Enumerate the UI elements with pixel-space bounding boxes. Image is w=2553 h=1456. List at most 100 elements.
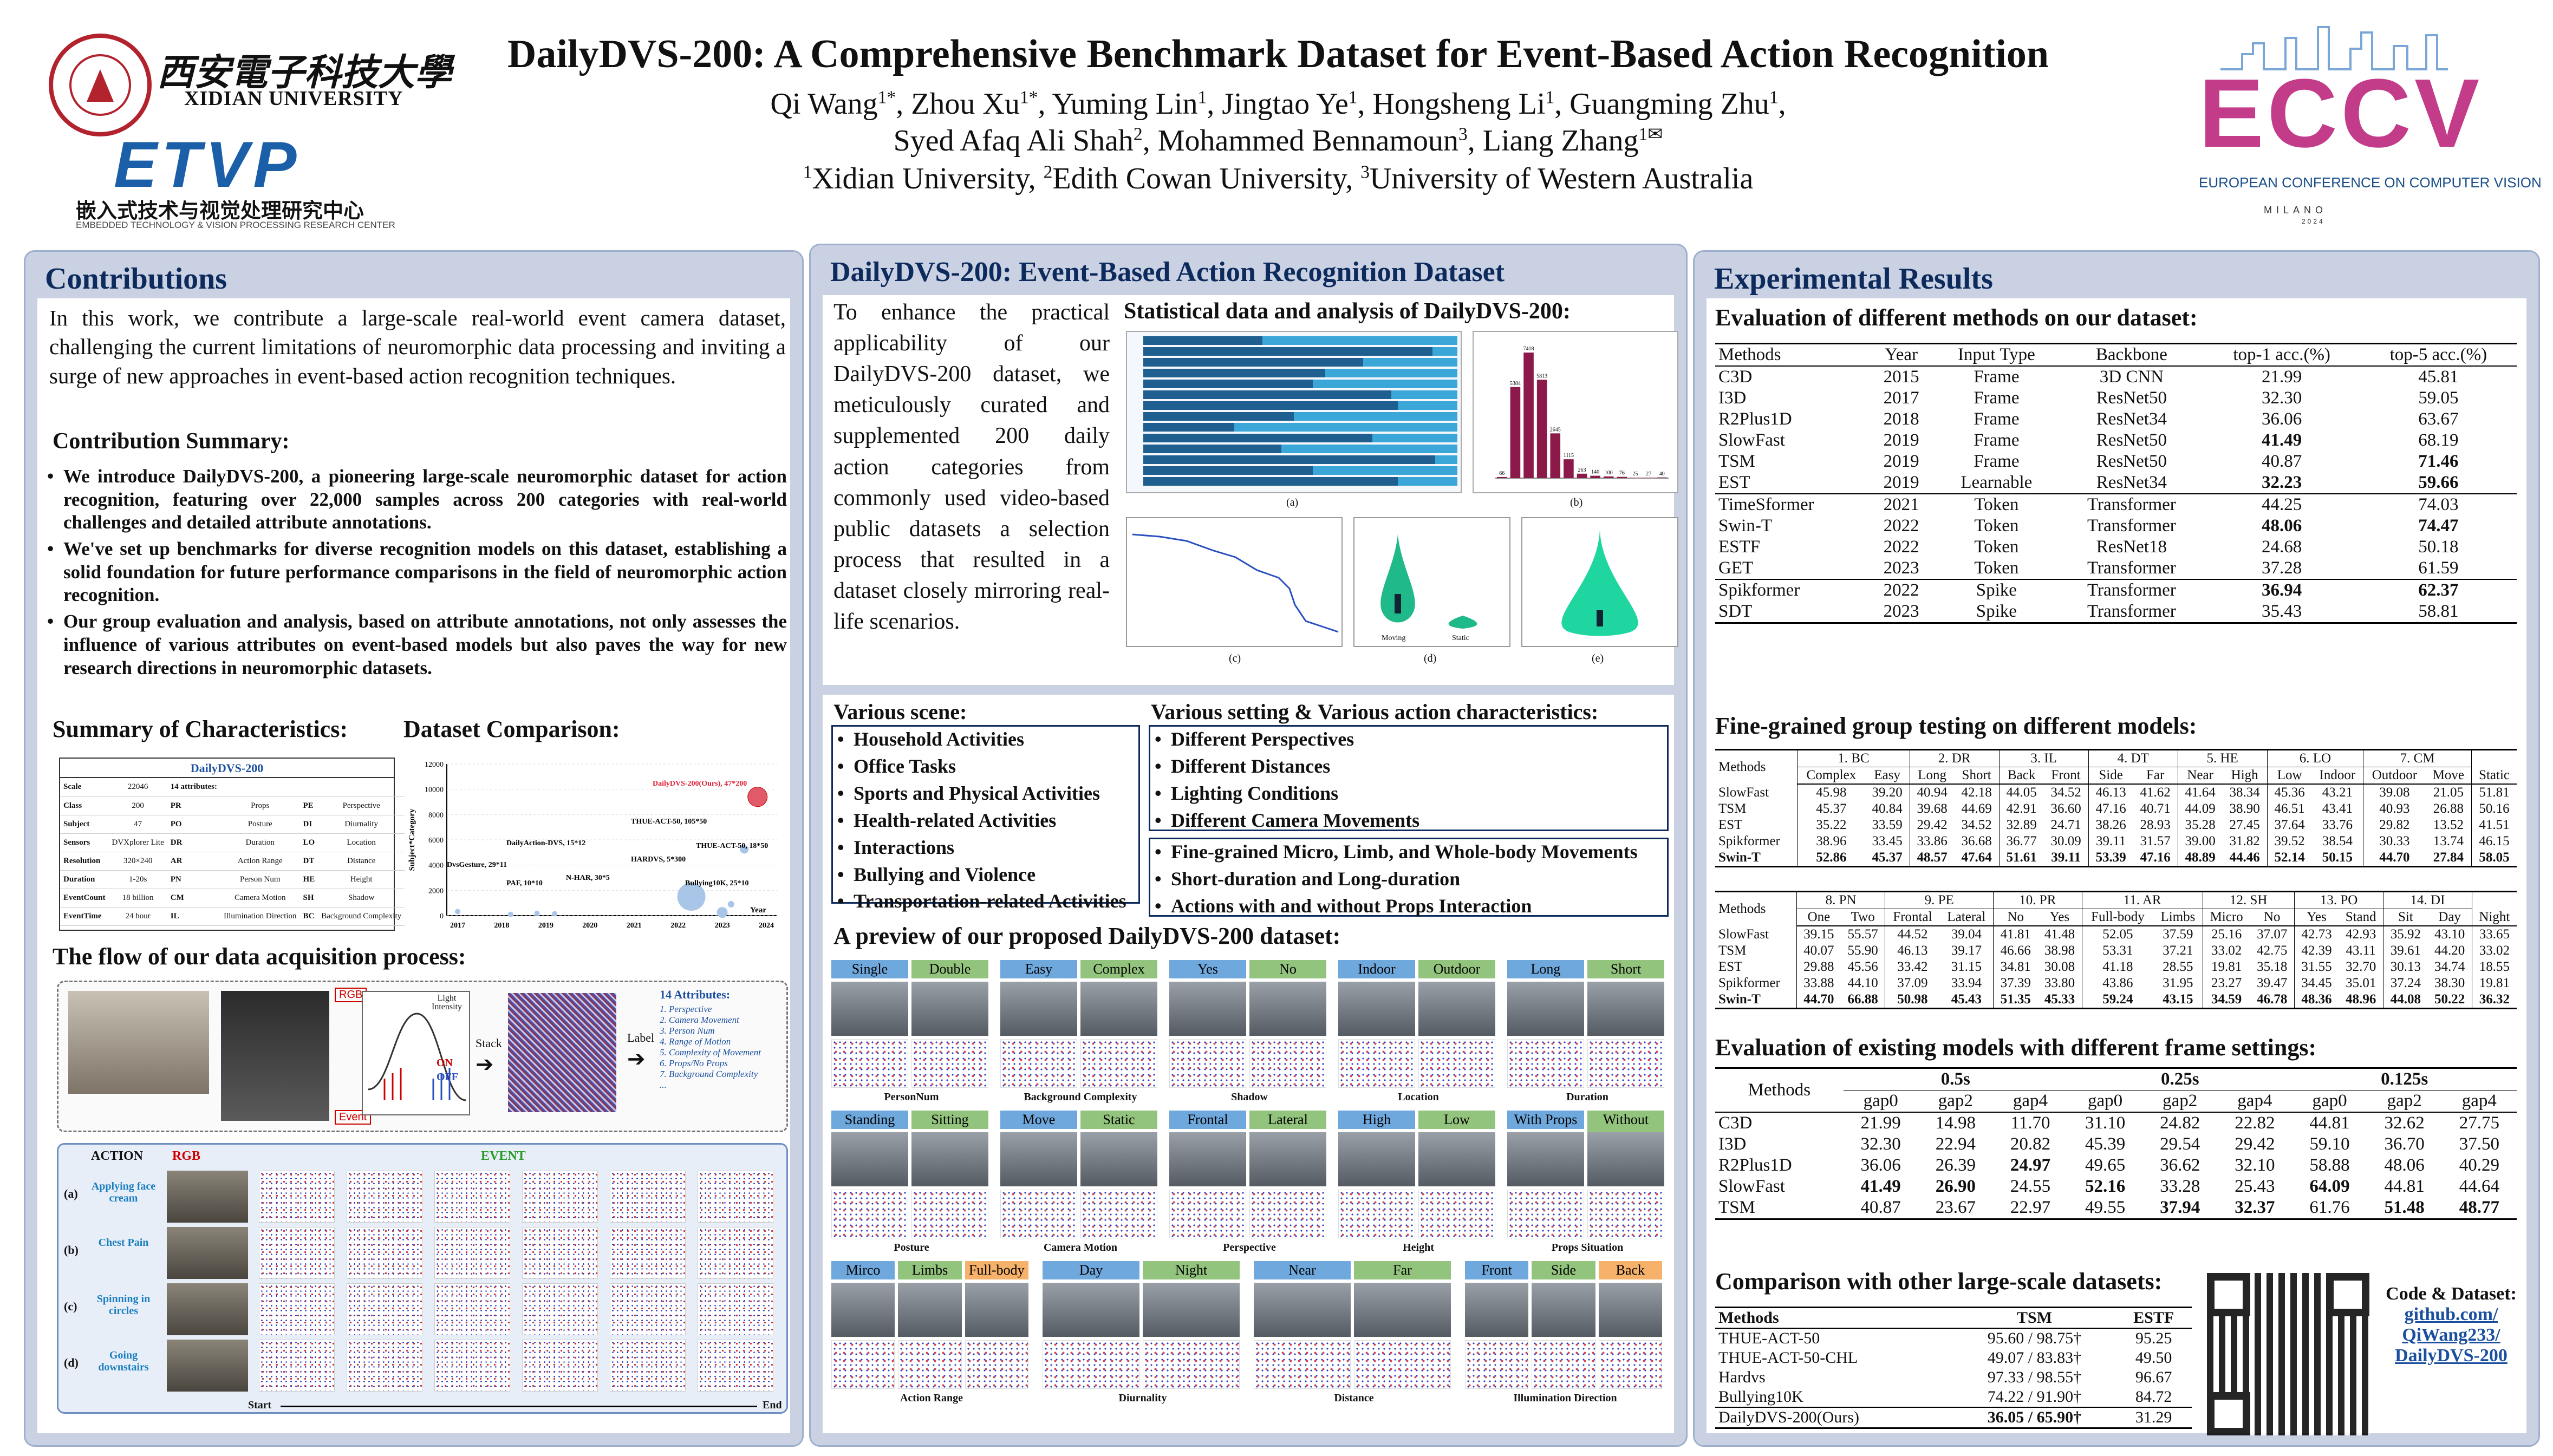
y-tick-label: 12000 <box>425 761 444 769</box>
eval-row: TSM 2019 Frame ResNet50 40.87 71.46 <box>1715 451 2517 472</box>
eval-cell: 2019 <box>1883 430 1919 450</box>
eval-cell: 41.49 <box>2262 430 2302 450</box>
fine-cell: 36.77 <box>2006 834 2037 848</box>
attribute-item: 5. Complexity of Movement <box>660 1047 761 1057</box>
fine-cell: 42.91 <box>2006 801 2037 816</box>
fine-cell: 39.52 <box>2274 834 2305 848</box>
frames-heading: Evaluation of existing models with diffe… <box>1715 1034 2317 1061</box>
characteristics-cell: 18 billion <box>122 893 154 902</box>
eval-cell: 61.59 <box>2418 558 2459 578</box>
fine-group-header: 9. PE <box>1885 891 1994 909</box>
y-tick-label: 8000 <box>428 811 444 819</box>
compare-cell: THUE-ACT-50 <box>1718 1329 1820 1347</box>
bubble-label: PAF, 10*10 <box>506 879 543 887</box>
eval-cell: Token <box>1974 516 2019 536</box>
characteristics-heading: Summary of Characteristics: <box>53 716 348 742</box>
preview-caption: Diurnality <box>1118 1392 1167 1404</box>
characteristics-table: Scale 22046 14 attributes: Class 200 PR Props P… <box>60 778 405 926</box>
frames-cell: 41.49 <box>1860 1177 1901 1196</box>
preview-photo <box>911 982 988 1036</box>
preview-photo <box>1507 982 1584 1036</box>
eval-cell: ResNet50 <box>2096 430 2167 450</box>
code-link[interactable]: github.com/ <box>2404 1304 2498 1324</box>
fine-cell: 38.98 <box>2037 943 2082 959</box>
compare-row: Hardvs 97.33 / 98.55† 96.67 <box>1715 1368 2192 1387</box>
preview-event <box>1043 1340 1139 1389</box>
frames-cell: 32.37 <box>2235 1198 2275 1217</box>
characteristics-cell: Resolution <box>63 856 101 865</box>
preview-event <box>1000 1190 1077 1238</box>
eval-row: I3D 2017 Frame ResNet50 32.30 59.05 <box>1715 388 2517 409</box>
characteristics-cell: Class <box>63 801 82 810</box>
authors-line-1: Qi Wang1*, Zhou Xu1*, Yuming Lin1, Jingt… <box>770 87 1786 121</box>
stats-a-bar <box>1143 455 1457 464</box>
frames-cell: 11.70 <box>2010 1113 2050 1133</box>
scene-list: Household Activities Office Tasks Sports a… <box>835 728 1138 917</box>
fine-cell: 24.71 <box>2043 817 2089 833</box>
preview-caption: Illumination Direction <box>1513 1392 1617 1404</box>
bubble-label: DailyDVS-200(Ours), 47*200 <box>653 780 747 788</box>
preview-group: Day Night Diurnality <box>1043 1261 1243 1407</box>
hist-bar <box>1617 476 1627 478</box>
fine-sub-header: Far <box>2133 767 2178 785</box>
fine-cell: 30.33 <box>2379 834 2410 848</box>
x-tick-label: 2022 <box>670 922 686 930</box>
bubble <box>455 909 460 915</box>
compare-header-cell: TSM <box>1953 1307 2116 1329</box>
frames-cell: 14.98 <box>1935 1113 1976 1133</box>
compare-row: THUE-ACT-50-CHL 49.07 / 83.83† 49.50 <box>1715 1348 2192 1368</box>
attribute-item: 2. Camera Movement <box>660 1015 739 1025</box>
preview-grid: Single Double PersonNum Easy Complex Backgrou… <box>831 960 1670 1404</box>
stats-a-bar-fill <box>1143 336 1263 345</box>
frames-row: TSM 40.87 23.67 22.97 49.55 37.94 32.37 61.76 51… <box>1715 1197 2517 1219</box>
fine-cell: 36.32 <box>2479 992 2510 1007</box>
qr-code[interactable] <box>2207 1273 2369 1435</box>
hist-bar <box>1497 476 1507 478</box>
fine-cell: 43.10 <box>2427 926 2472 943</box>
stats-a-bar-fill <box>1143 369 1326 377</box>
code-link[interactable]: DailyDVS-200 <box>2395 1346 2508 1366</box>
fine-sub-header: Move <box>2425 767 2472 785</box>
fine-sub-row: Complex Easy Long Short Back Front Side Far Near… <box>1715 767 2517 785</box>
frames-cell: 44.81 <box>2309 1113 2350 1133</box>
fine-cell: 34.81 <box>2000 959 2031 974</box>
fine-cell: 28.55 <box>2153 959 2203 975</box>
stats-a-bar <box>1143 369 1457 377</box>
characteristic-item: Actions with and without Props Interacti… <box>1152 895 1667 918</box>
characteristics-cell: Illumination Direction <box>223 911 297 920</box>
fine-cell: 50.16 <box>2479 801 2510 816</box>
frames-cell: 24.55 <box>2010 1177 2051 1196</box>
code-link[interactable]: QiWang233/ <box>2402 1325 2500 1345</box>
stats-a-bar-fill <box>1143 455 1436 464</box>
fine-cell: 44.10 <box>1841 975 1886 991</box>
compare-cell: 74.22 / 91.90† <box>1987 1388 2082 1406</box>
preview-caption: Shadow <box>1231 1091 1268 1103</box>
fine-sub-header: Outdoor <box>2363 767 2426 785</box>
preview-tag: Mirco <box>831 1261 895 1279</box>
characteristics-table-box: DailyDVS-200 Scale 22046 14 attributes: Cla… <box>59 758 405 931</box>
lab-name-cn: 嵌入式技术与视觉处理研究中心 <box>76 199 364 223</box>
fine-group-header: 5. HE <box>2178 749 2268 767</box>
eval-cell: GET <box>1718 558 1754 578</box>
contributions-intro: In this work, we contribute a large-scal… <box>49 305 786 388</box>
fine-cell: 45.36 <box>2274 785 2305 800</box>
eval-cell: 32.30 <box>2262 388 2302 408</box>
fine-cell: 13.74 <box>2425 833 2472 850</box>
frames-cell: 26.39 <box>1935 1155 1976 1175</box>
eval-cell: 44.25 <box>2262 495 2302 514</box>
hist-bar <box>1510 387 1521 478</box>
fine-cell: 36.60 <box>2043 801 2089 817</box>
fine-sub-header: Two <box>1841 909 1886 926</box>
fine-cell: 31.95 <box>2153 975 2203 991</box>
fine-group-header: 10. PR <box>1993 891 2082 909</box>
characteristics-cell: 14 attributes: <box>170 782 217 792</box>
fine-cell: 41.81 <box>2000 927 2031 942</box>
preview-photo <box>1465 1283 1529 1337</box>
hist-value-label: 263 <box>1578 467 1586 473</box>
eval-cell: 71.46 <box>2418 452 2459 471</box>
code-title: Code & Dataset: <box>2386 1284 2517 1304</box>
characteristics-cell: Height <box>350 874 373 884</box>
frames-sub-header: gap4 <box>1992 1090 2068 1113</box>
light-intensity-label: Light Intensity <box>432 994 462 1011</box>
fine-sub-row: One Two Frontal Lateral No Yes Full-body Limbs M… <box>1715 909 2517 926</box>
